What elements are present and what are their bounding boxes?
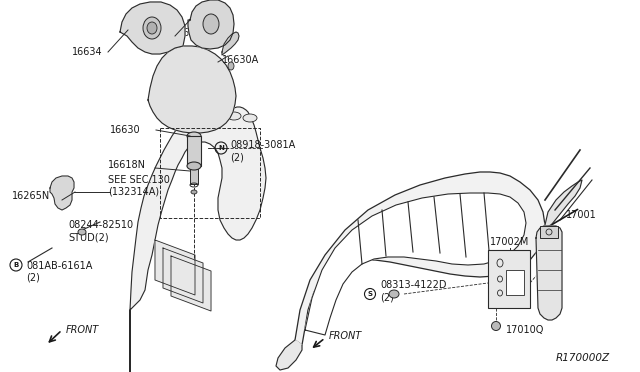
Polygon shape (276, 340, 302, 370)
Polygon shape (188, 0, 234, 49)
Text: 16265N: 16265N (12, 191, 51, 201)
Ellipse shape (78, 229, 86, 235)
Polygon shape (171, 256, 211, 311)
Ellipse shape (187, 162, 201, 170)
Ellipse shape (143, 17, 161, 39)
Text: 16264Q: 16264Q (178, 28, 216, 38)
Polygon shape (50, 176, 74, 210)
Polygon shape (120, 2, 185, 54)
Polygon shape (130, 104, 266, 372)
Ellipse shape (492, 321, 500, 330)
Ellipse shape (147, 22, 157, 34)
Polygon shape (295, 172, 545, 345)
Text: (2): (2) (26, 273, 40, 283)
Ellipse shape (178, 106, 192, 114)
Bar (187, 136, 201, 166)
Text: 17010Q: 17010Q (506, 325, 545, 335)
Text: 081AB-6161A: 081AB-6161A (26, 261, 92, 271)
Ellipse shape (243, 114, 257, 122)
Ellipse shape (228, 62, 234, 70)
Text: FRONT: FRONT (329, 331, 362, 341)
Text: 16630A: 16630A (222, 55, 259, 65)
Bar (190, 168, 198, 184)
Polygon shape (163, 248, 203, 303)
Polygon shape (148, 46, 236, 133)
Ellipse shape (187, 132, 201, 140)
Polygon shape (305, 193, 526, 335)
Text: (2): (2) (380, 292, 394, 302)
Ellipse shape (195, 108, 209, 116)
Text: 16618N: 16618N (108, 160, 146, 170)
Polygon shape (536, 226, 562, 320)
Text: B: B (13, 262, 19, 268)
Text: R170000Z: R170000Z (556, 353, 610, 363)
Text: 17001: 17001 (566, 210, 596, 220)
Polygon shape (155, 240, 195, 295)
Text: SEE SEC.130: SEE SEC.130 (108, 175, 170, 185)
Bar (506, 270, 524, 295)
Text: 08313-4122D: 08313-4122D (380, 280, 447, 290)
Polygon shape (545, 180, 582, 238)
Polygon shape (222, 32, 239, 55)
Text: 08918-3081A: 08918-3081A (230, 140, 295, 150)
Bar (488, 250, 530, 308)
Text: STUD(2): STUD(2) (68, 232, 109, 242)
Text: 16634: 16634 (72, 47, 103, 57)
Text: (2): (2) (230, 153, 244, 163)
Text: 17002M: 17002M (490, 237, 529, 247)
Ellipse shape (161, 104, 175, 112)
Text: FRONT: FRONT (66, 325, 99, 335)
Text: 08244-82510: 08244-82510 (68, 220, 133, 230)
Text: 16630: 16630 (110, 125, 141, 135)
Ellipse shape (389, 290, 399, 298)
Text: S: S (367, 291, 372, 297)
Text: (132314A): (132314A) (108, 187, 159, 197)
Text: N: N (218, 145, 224, 151)
Ellipse shape (227, 112, 241, 120)
Ellipse shape (203, 14, 219, 34)
Ellipse shape (191, 190, 197, 194)
Ellipse shape (211, 110, 225, 118)
Bar (540, 226, 558, 238)
